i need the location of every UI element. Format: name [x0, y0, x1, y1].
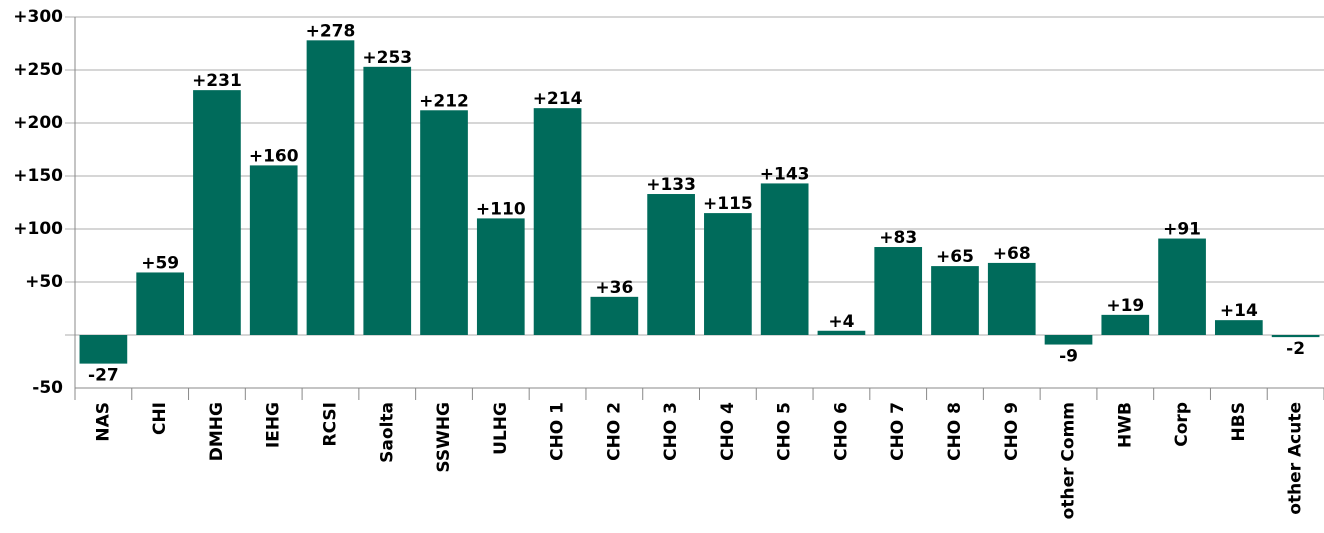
- value-label: +83: [879, 228, 917, 248]
- bar: [931, 266, 979, 335]
- x-tick-label: SSWHG: [434, 402, 454, 473]
- bar: [363, 66, 412, 335]
- bar: [79, 335, 128, 364]
- bar: [249, 165, 298, 335]
- value-label: +19: [1106, 296, 1144, 316]
- y-tick-label: -50: [32, 378, 63, 398]
- value-label: +231: [192, 71, 242, 91]
- x-tick-label: CHO 9: [1002, 402, 1022, 461]
- x-tick-label: CHO 1: [548, 402, 568, 461]
- value-label: -2: [1286, 339, 1305, 359]
- value-label: +253: [362, 48, 412, 68]
- value-label: +65: [936, 247, 974, 267]
- value-label: +91: [1163, 220, 1201, 240]
- y-tick-label: +250: [13, 60, 63, 80]
- y-tick-label: +200: [13, 113, 63, 133]
- value-label: +143: [760, 164, 810, 184]
- x-tick-label: Corp: [1172, 402, 1192, 447]
- bar: [987, 262, 1036, 335]
- bar: [476, 218, 525, 335]
- value-label: +278: [306, 21, 356, 41]
- x-tick-label: other Acute: [1286, 402, 1306, 515]
- bar: [1158, 238, 1206, 335]
- x-tick-label: CHO 5: [775, 402, 795, 461]
- y-tick-label: +50: [25, 272, 63, 292]
- bar: [874, 247, 923, 335]
- x-tick-label: CHO 3: [661, 402, 681, 461]
- value-label: +36: [595, 278, 633, 298]
- value-label: +160: [249, 146, 299, 166]
- x-tick-label: CHO 6: [831, 402, 851, 461]
- value-label: +110: [476, 199, 526, 219]
- y-tick-label: +150: [13, 166, 63, 186]
- bar: [193, 90, 241, 335]
- x-tick-label: HBS: [1229, 402, 1249, 441]
- x-tick-label: IEHG: [264, 402, 284, 448]
- value-label: +212: [419, 91, 469, 111]
- bar: [590, 296, 639, 335]
- value-label: +115: [703, 194, 753, 214]
- bar: [760, 183, 809, 335]
- value-label: -9: [1059, 347, 1078, 367]
- bar: [306, 40, 355, 335]
- x-tick-label: DMHG: [207, 402, 227, 461]
- x-tick-label: CHO 8: [945, 402, 965, 461]
- x-tick-label: ULHG: [491, 402, 511, 455]
- x-tick-label: CHI: [150, 402, 170, 435]
- value-label: +133: [646, 175, 696, 195]
- bar: [647, 194, 695, 335]
- x-tick-label: CHO 7: [888, 402, 908, 461]
- value-label: +214: [533, 89, 583, 109]
- x-tick-label: RCSI: [320, 402, 340, 446]
- value-label: +4: [828, 312, 854, 332]
- x-tick-label: Saolta: [377, 402, 397, 463]
- y-tick-label: +300: [13, 7, 63, 27]
- x-tick-label: HWB: [1115, 402, 1135, 448]
- x-tick-label: CHO 2: [604, 402, 624, 461]
- bar: [1214, 320, 1263, 335]
- value-label: -27: [88, 366, 119, 386]
- x-tick-label: NAS: [93, 402, 113, 442]
- value-label: +59: [141, 253, 179, 273]
- bar: [704, 213, 752, 335]
- x-tick-label: CHO 4: [718, 402, 738, 461]
- y-tick-label: +100: [13, 219, 63, 239]
- bar: [1101, 314, 1150, 335]
- bar: [1271, 335, 1320, 338]
- bar: [817, 330, 866, 335]
- bar: [1044, 335, 1093, 345]
- x-tick-label: other Comm: [1059, 402, 1079, 519]
- value-label: +14: [1220, 301, 1258, 321]
- bar: [533, 108, 582, 335]
- bar: [136, 272, 185, 335]
- bar: [420, 110, 468, 335]
- value-label: +68: [993, 244, 1031, 264]
